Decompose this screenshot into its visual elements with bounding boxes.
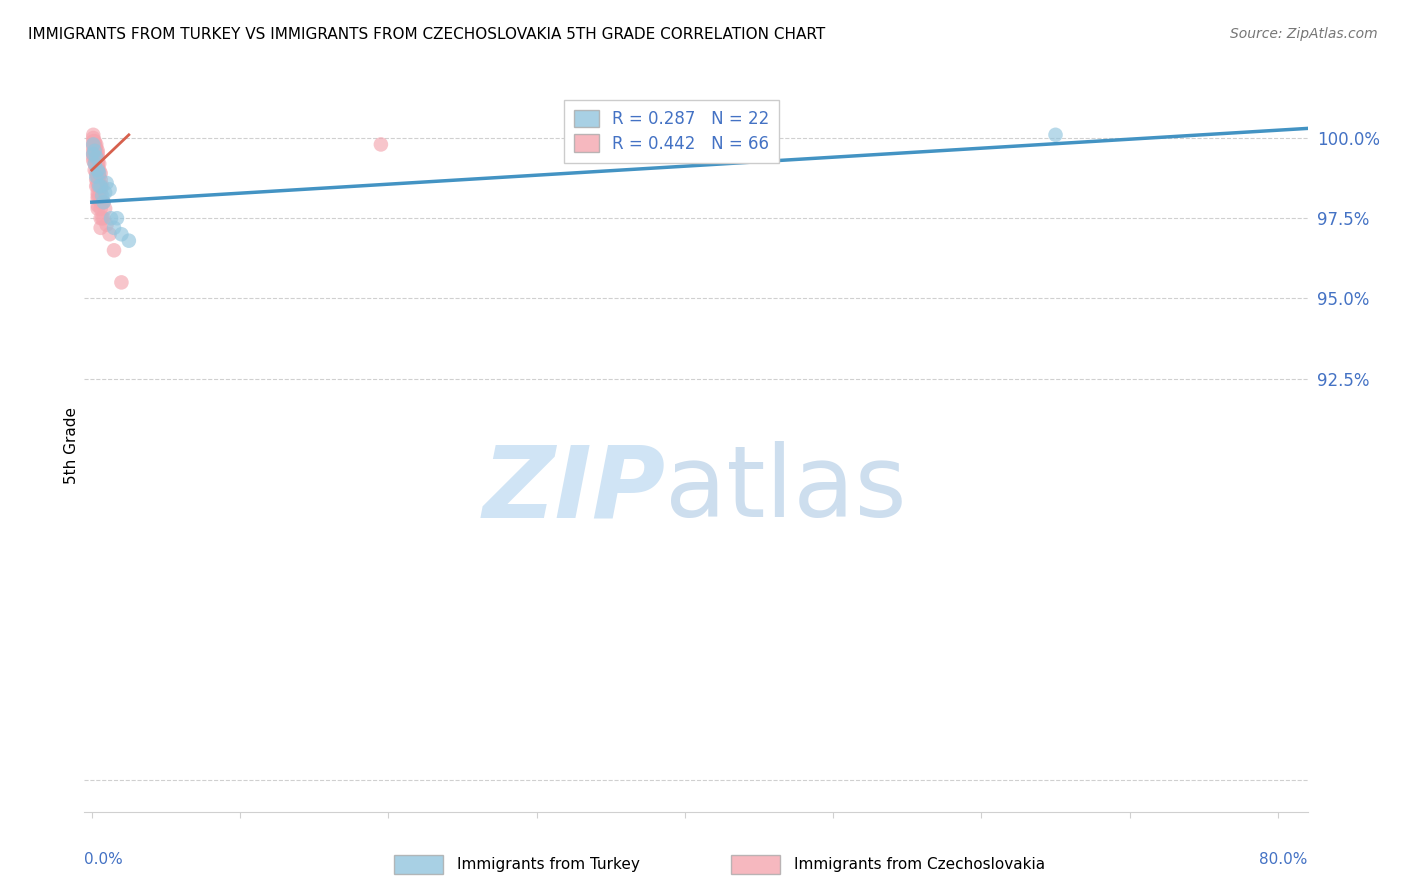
Point <box>83 163 105 178</box>
Point <box>89 166 111 180</box>
Point <box>86 188 108 202</box>
Point <box>90 179 112 194</box>
Point <box>90 186 112 200</box>
Point <box>118 234 141 248</box>
Point <box>89 179 111 194</box>
Point <box>86 192 108 206</box>
Point <box>89 169 111 184</box>
Text: atlas: atlas <box>665 442 907 539</box>
Text: ZIP: ZIP <box>482 442 665 539</box>
Point <box>94 186 117 200</box>
Legend: R = 0.287   N = 22, R = 0.442   N = 66: R = 0.287 N = 22, R = 0.442 N = 66 <box>564 100 779 162</box>
Point <box>83 141 105 155</box>
Point <box>94 202 117 216</box>
Point <box>1045 128 1067 142</box>
Point <box>86 160 108 174</box>
Point <box>86 186 108 200</box>
Point <box>90 211 112 226</box>
Point <box>86 144 108 158</box>
Point <box>83 147 105 161</box>
Point <box>82 147 104 161</box>
Point <box>83 157 105 171</box>
Point <box>82 137 104 152</box>
Point <box>83 144 105 158</box>
Point <box>93 195 115 210</box>
Point <box>84 166 107 180</box>
Point <box>86 153 108 168</box>
Point <box>82 153 104 168</box>
Point <box>89 188 111 202</box>
Point <box>89 179 111 194</box>
Text: 0.0%: 0.0% <box>84 852 124 867</box>
Point <box>82 137 104 152</box>
Point <box>110 276 132 290</box>
Point <box>90 172 112 186</box>
Text: Immigrants from Turkey: Immigrants from Turkey <box>457 857 640 871</box>
Point <box>84 150 107 164</box>
Point <box>91 211 114 226</box>
Point <box>86 202 108 216</box>
Point <box>83 144 105 158</box>
Text: Source: ZipAtlas.com: Source: ZipAtlas.com <box>1230 27 1378 41</box>
Text: 80.0%: 80.0% <box>1260 852 1308 867</box>
Point <box>370 137 392 152</box>
Point <box>84 179 107 194</box>
Point <box>84 141 107 155</box>
Point <box>84 160 107 174</box>
Point <box>89 157 111 171</box>
Point <box>83 150 105 164</box>
Point <box>84 153 107 168</box>
Point <box>90 179 112 194</box>
Point <box>110 227 132 242</box>
Text: Immigrants from Czechoslovakia: Immigrants from Czechoslovakia <box>794 857 1046 871</box>
Point <box>90 202 112 216</box>
Point <box>83 157 105 171</box>
Point <box>91 195 114 210</box>
Point <box>96 218 118 232</box>
Point <box>89 163 111 178</box>
Point <box>86 179 108 194</box>
Point <box>91 188 114 202</box>
Point <box>86 157 108 171</box>
Point <box>90 166 112 180</box>
Point <box>96 176 118 190</box>
Point <box>83 137 105 152</box>
Point <box>90 220 112 235</box>
Point <box>86 176 108 190</box>
Point <box>103 244 125 258</box>
Point <box>82 128 104 142</box>
Point <box>82 144 104 158</box>
Point <box>82 147 104 161</box>
Point <box>90 195 112 210</box>
Point <box>100 211 122 226</box>
Point <box>105 211 128 226</box>
Point <box>84 144 107 158</box>
Point <box>83 134 105 148</box>
Point <box>93 195 115 210</box>
Point <box>86 147 108 161</box>
Point <box>84 172 107 186</box>
Point <box>86 172 108 186</box>
Point <box>93 211 115 226</box>
Point <box>86 163 108 178</box>
Text: IMMIGRANTS FROM TURKEY VS IMMIGRANTS FROM CZECHOSLOVAKIA 5TH GRADE CORRELATION C: IMMIGRANTS FROM TURKEY VS IMMIGRANTS FRO… <box>28 27 825 42</box>
Point <box>82 150 104 164</box>
Point <box>84 147 107 161</box>
Point <box>98 227 121 242</box>
Point <box>86 163 108 178</box>
Point <box>673 129 696 144</box>
Point <box>84 137 107 152</box>
Point <box>86 169 108 184</box>
Y-axis label: 5th Grade: 5th Grade <box>63 408 79 484</box>
Point <box>82 141 104 155</box>
Point <box>84 169 107 184</box>
Point <box>82 134 104 148</box>
Point <box>86 150 108 164</box>
Point <box>103 220 125 235</box>
Point <box>98 182 121 196</box>
Point <box>86 198 108 212</box>
Point <box>82 131 104 145</box>
Point <box>91 179 114 194</box>
